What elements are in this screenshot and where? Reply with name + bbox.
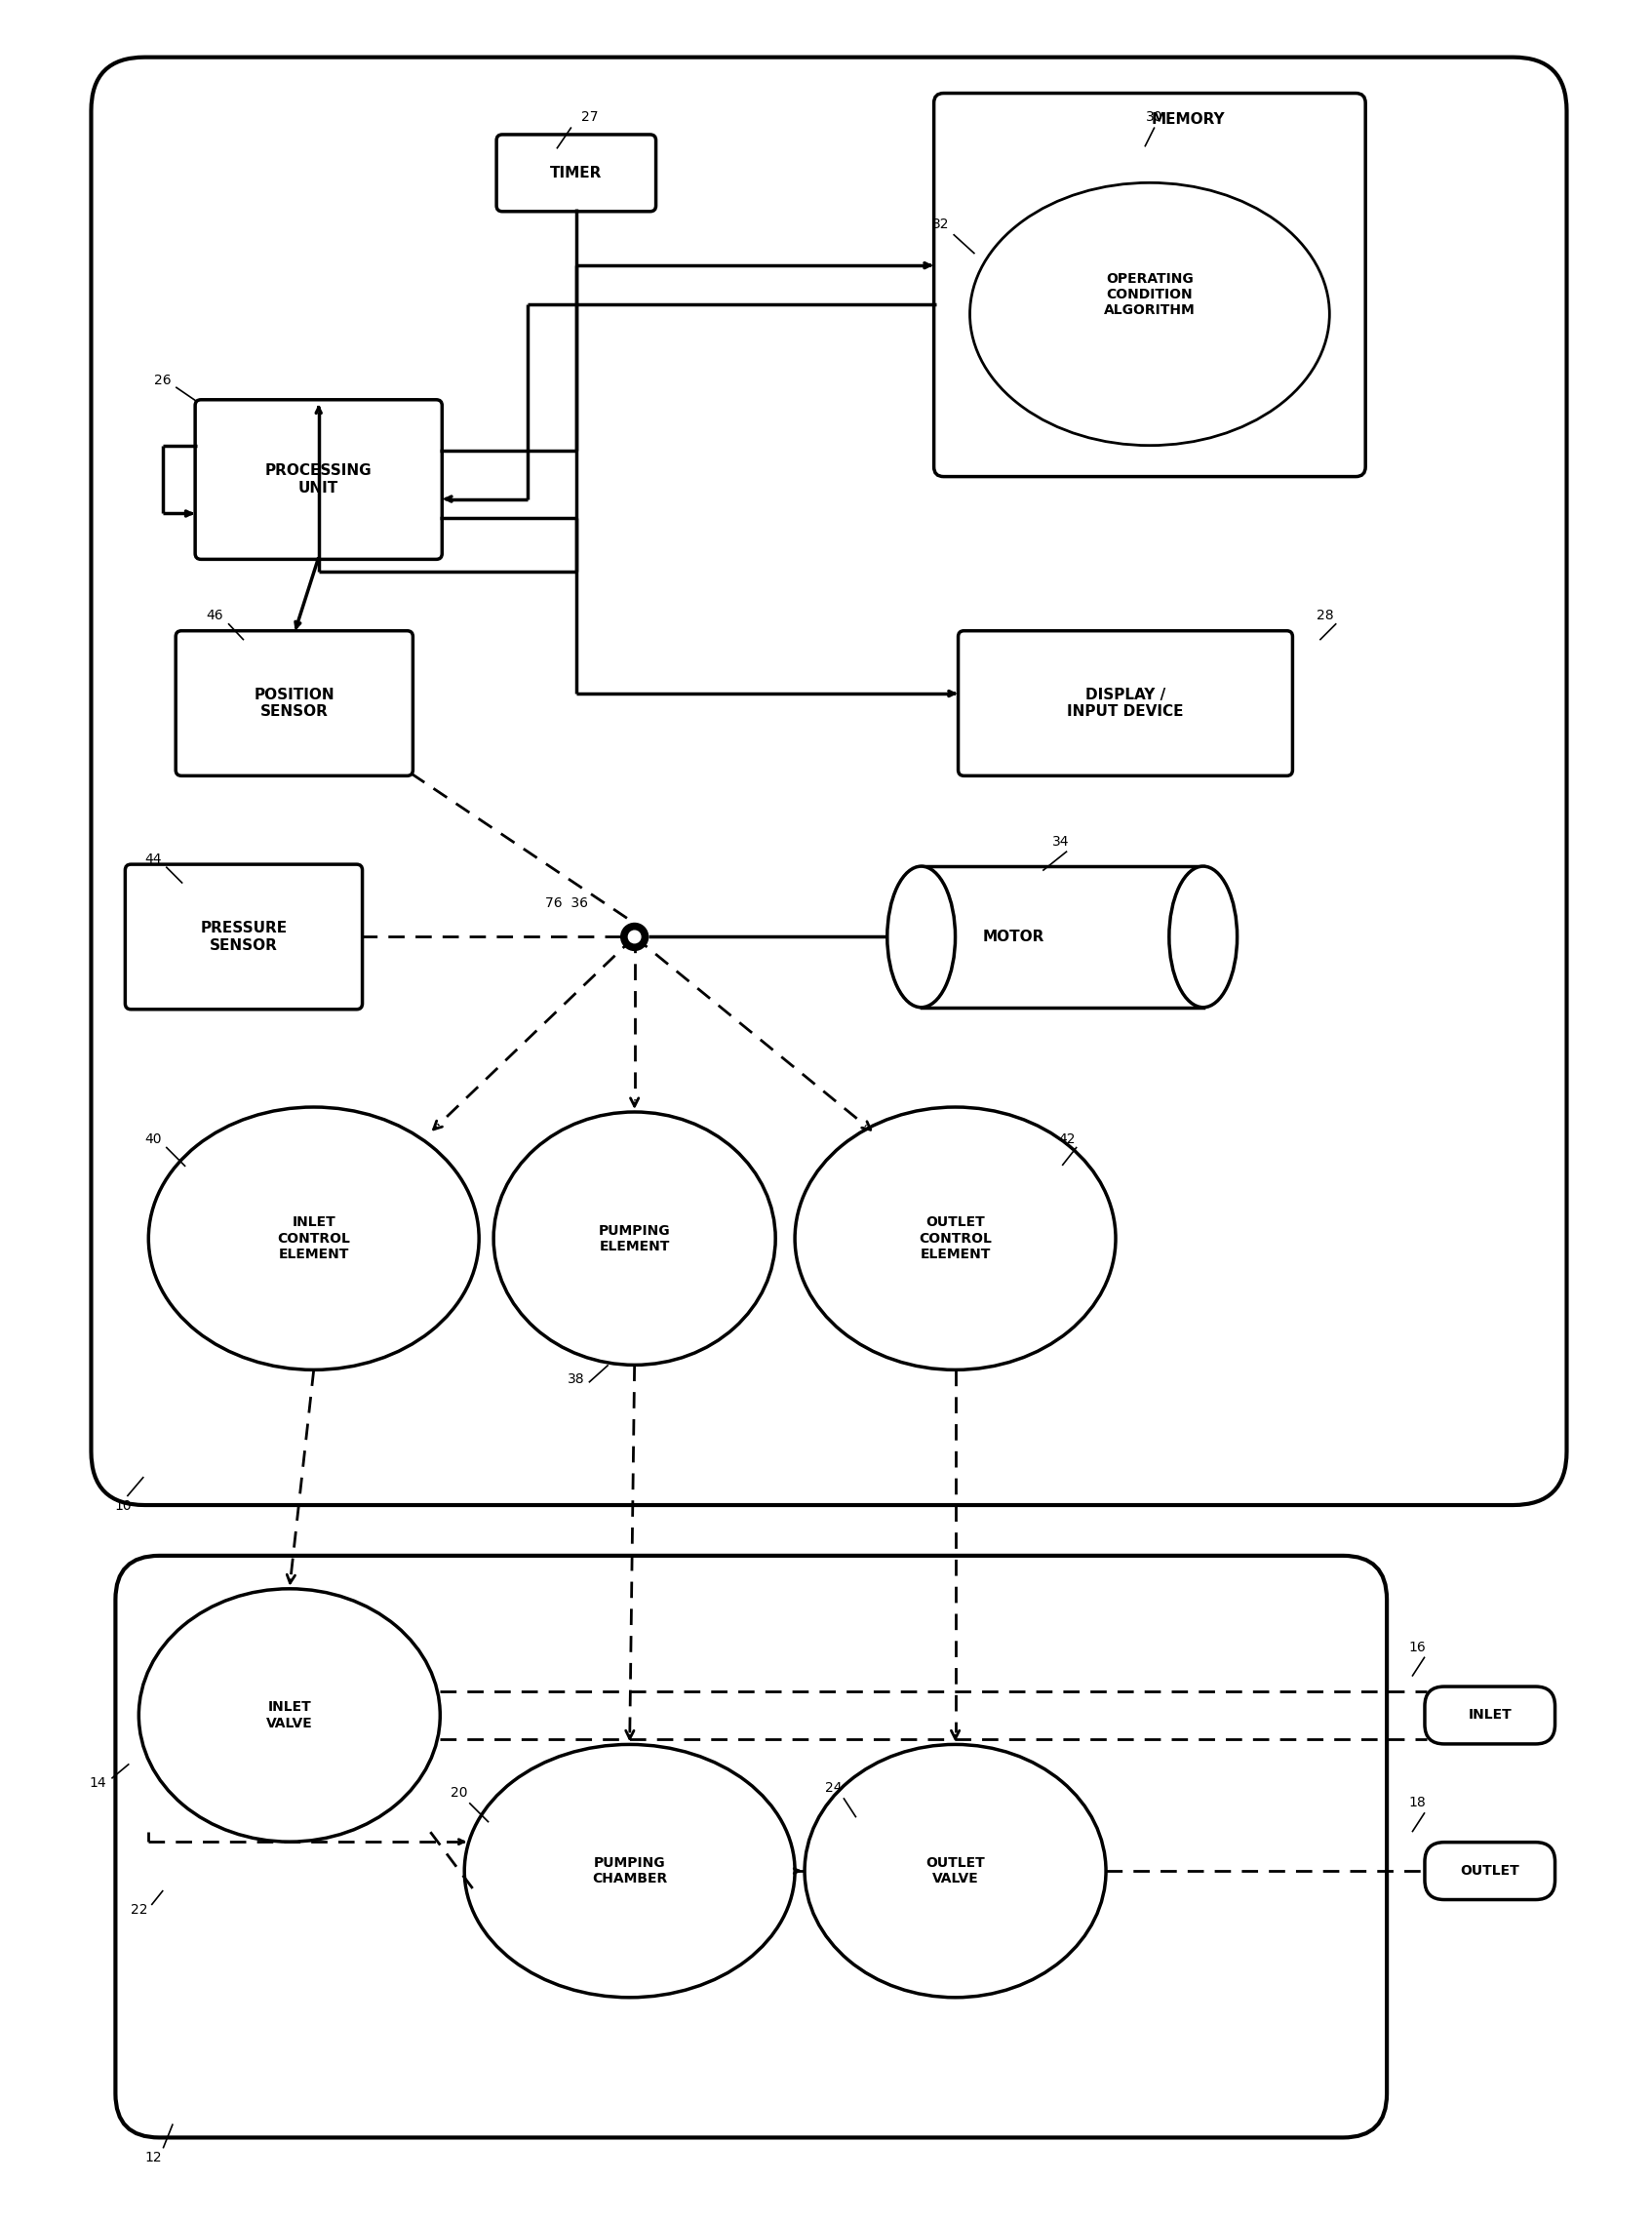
Text: POSITION
SENSOR: POSITION SENSOR: [254, 687, 335, 720]
Ellipse shape: [795, 1107, 1115, 1369]
Text: INLET
CONTROL
ELEMENT: INLET CONTROL ELEMENT: [278, 1215, 350, 1262]
Text: TIMER: TIMER: [550, 167, 603, 180]
Text: INLET: INLET: [1469, 1709, 1512, 1722]
Text: MEMORY: MEMORY: [1151, 111, 1226, 127]
Text: DISPLAY /
INPUT DEVICE: DISPLAY / INPUT DEVICE: [1067, 687, 1183, 720]
Text: MOTOR: MOTOR: [983, 929, 1044, 944]
Text: 12: 12: [145, 2151, 162, 2164]
FancyBboxPatch shape: [175, 631, 413, 775]
FancyBboxPatch shape: [933, 93, 1366, 476]
FancyBboxPatch shape: [126, 864, 362, 1009]
Ellipse shape: [149, 1107, 479, 1369]
Text: OUTLET
VALVE: OUTLET VALVE: [925, 1855, 985, 1886]
Text: OUTLET
CONTROL
ELEMENT: OUTLET CONTROL ELEMENT: [919, 1215, 991, 1262]
Text: 28: 28: [1317, 609, 1333, 622]
Ellipse shape: [887, 867, 955, 1007]
FancyBboxPatch shape: [195, 400, 443, 560]
Text: OPERATING
CONDITION
ALGORITHM: OPERATING CONDITION ALGORITHM: [1104, 271, 1196, 318]
Ellipse shape: [1170, 867, 1237, 1007]
Text: 10: 10: [114, 1500, 132, 1513]
Text: 16: 16: [1408, 1640, 1426, 1653]
Ellipse shape: [464, 1744, 795, 1998]
Ellipse shape: [805, 1744, 1105, 1998]
FancyBboxPatch shape: [1424, 1686, 1555, 1744]
FancyBboxPatch shape: [1424, 1842, 1555, 1900]
Text: 20: 20: [451, 1786, 468, 1800]
Text: 76  36: 76 36: [545, 895, 588, 909]
Text: 34: 34: [1052, 835, 1069, 849]
Text: PRESSURE
SENSOR: PRESSURE SENSOR: [200, 922, 287, 953]
Text: 18: 18: [1408, 1795, 1426, 1809]
Text: 27: 27: [582, 111, 598, 124]
Ellipse shape: [494, 1111, 775, 1364]
Text: PROCESSING
UNIT: PROCESSING UNIT: [266, 464, 372, 496]
Circle shape: [628, 931, 641, 942]
Bar: [922, 867, 1203, 1007]
Text: 32: 32: [932, 218, 950, 231]
Text: 24: 24: [826, 1782, 843, 1795]
Ellipse shape: [970, 182, 1330, 444]
Text: 46: 46: [206, 609, 223, 622]
Text: 44: 44: [145, 853, 162, 867]
Text: 42: 42: [1059, 1133, 1075, 1147]
FancyBboxPatch shape: [497, 136, 656, 211]
Text: INLET
VALVE: INLET VALVE: [266, 1700, 312, 1731]
Text: 38: 38: [568, 1373, 585, 1387]
Text: OUTLET: OUTLET: [1460, 1864, 1520, 1878]
Circle shape: [621, 922, 648, 951]
Text: 40: 40: [145, 1133, 162, 1147]
Text: 30: 30: [1146, 111, 1163, 124]
FancyBboxPatch shape: [116, 1555, 1386, 2138]
Text: PUMPING
CHAMBER: PUMPING CHAMBER: [591, 1855, 667, 1886]
Text: PUMPING
ELEMENT: PUMPING ELEMENT: [598, 1224, 671, 1253]
FancyBboxPatch shape: [958, 631, 1292, 775]
FancyBboxPatch shape: [91, 58, 1566, 1504]
Text: 26: 26: [155, 373, 172, 387]
Text: 14: 14: [89, 1778, 107, 1791]
Text: 22: 22: [131, 1902, 147, 1918]
Ellipse shape: [139, 1589, 439, 1842]
